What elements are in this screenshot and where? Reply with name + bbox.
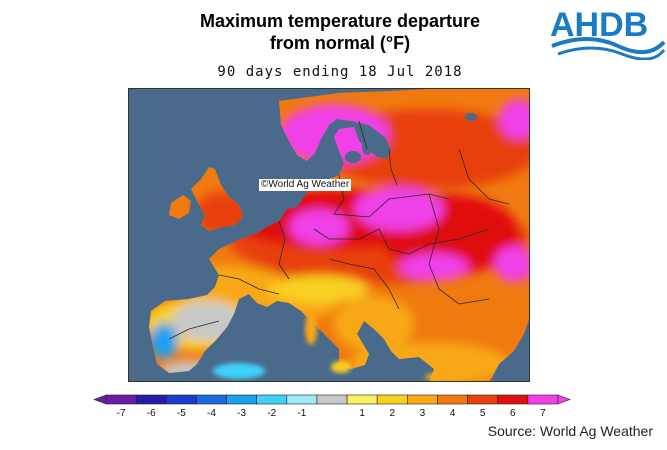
logo-wave-icon-2 — [557, 46, 666, 61]
source-note: Source: World Ag Weather — [487, 423, 653, 439]
color-legend: -7 -6 -5 -4 -3 -2 -1 1 2 3 4 5 6 7 — [82, 393, 582, 419]
legend-swatch — [467, 394, 499, 405]
country-borders — [168, 120, 510, 340]
legend-swatch — [346, 394, 378, 405]
ahdb-logo: AHDB — [548, 2, 666, 61]
legend-swatch — [196, 394, 227, 405]
map-canvas — [129, 89, 529, 381]
legend-tick-label: -6 — [147, 408, 156, 419]
chart-title: Maximum temperature departure from norma… — [150, 10, 530, 54]
legend-swatch — [437, 394, 468, 405]
legend-tick-label: -7 — [117, 408, 126, 419]
islands — [213, 313, 453, 381]
period-subtitle: 90 days ending 18 Jul 2018 — [217, 64, 463, 80]
legend-swatch — [226, 394, 257, 405]
legend-swatch — [316, 394, 348, 405]
legend-swatch — [256, 394, 288, 405]
legend-tick-label: -5 — [177, 408, 186, 419]
legend-tick-label: 6 — [510, 408, 516, 419]
title-line-1: Maximum temperature departure — [199, 11, 481, 31]
legend-tick-label: -4 — [207, 408, 216, 419]
legend-swatch — [497, 394, 529, 405]
legend-tick-label: 4 — [450, 408, 456, 419]
legend-tick-label: -3 — [237, 408, 246, 419]
lakes — [345, 113, 477, 163]
legend-tick-label: 3 — [420, 408, 426, 419]
legend-tick-label: -1 — [297, 408, 306, 419]
title-line-2: from normal (°F) — [269, 33, 411, 53]
temperature-map: ©World Ag Weather — [128, 88, 530, 382]
legend-bar: -7 -6 -5 -4 -3 -2 -1 1 2 3 4 5 6 7 — [93, 394, 571, 419]
legend-tick-label: 7 — [540, 408, 546, 419]
legend-tick-label: 2 — [389, 408, 395, 419]
legend-tick-label: 5 — [480, 408, 486, 419]
map-credit: ©World Ag Weather — [259, 179, 352, 191]
logo-text: AHDB — [550, 6, 648, 44]
legend-swatch — [135, 394, 167, 405]
legend-arrow-left — [93, 394, 107, 405]
legend-arrow-right — [557, 394, 571, 405]
legend-tick-label: 1 — [359, 408, 365, 419]
legend-swatch — [165, 394, 197, 405]
legend-swatch — [527, 394, 559, 405]
legend-swatch — [407, 394, 438, 405]
legend-swatch — [376, 394, 408, 405]
legend-tick-label: -2 — [267, 408, 276, 419]
land-heat-field — [149, 89, 529, 381]
logo-wave-icon — [551, 37, 666, 54]
legend-swatch — [105, 394, 137, 405]
legend-swatch — [286, 394, 318, 405]
